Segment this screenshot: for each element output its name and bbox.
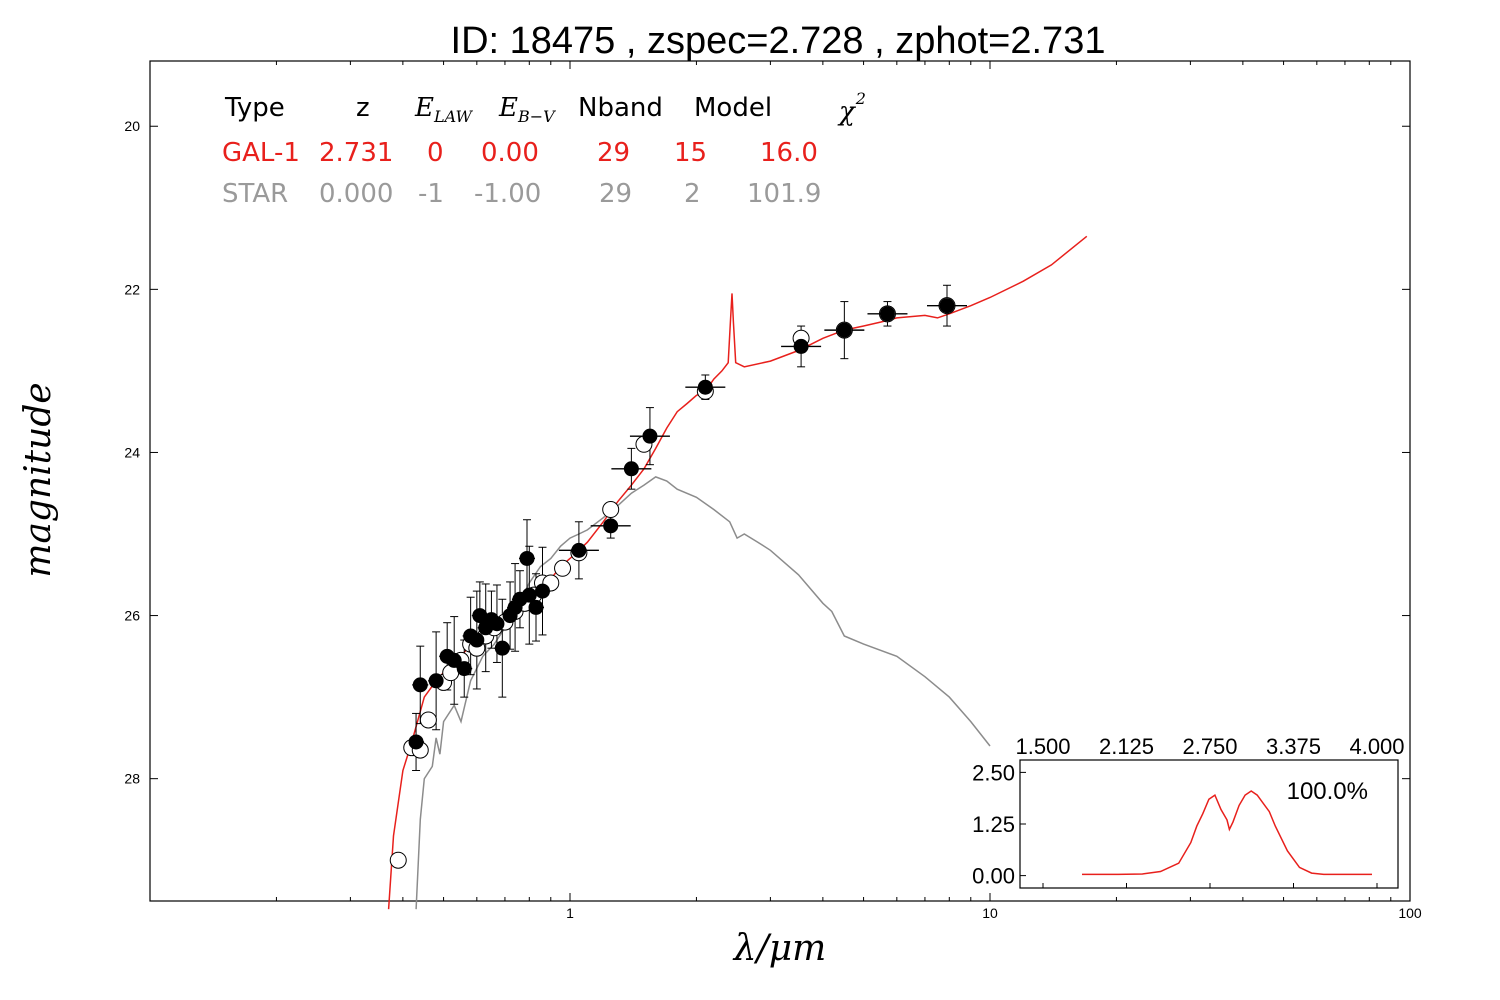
inset-y-tick-label: 0.00 bbox=[972, 864, 1015, 889]
star-chi2: 101.9 bbox=[747, 179, 821, 209]
y-axis-label: magnitude bbox=[18, 382, 59, 577]
gal-model-curve bbox=[387, 235, 1088, 910]
y-tick-label: 26 bbox=[124, 608, 140, 624]
header-model: Model bbox=[694, 93, 772, 123]
star-model: 2 bbox=[684, 179, 701, 209]
row-gal: GAL-1 2.731 0 0.00 29 15 16.0 bbox=[222, 138, 818, 168]
x-axis-label: λ/μm bbox=[732, 928, 826, 969]
observed-point bbox=[528, 599, 544, 615]
inset-y-tick-label: 1.25 bbox=[972, 812, 1015, 837]
model-point bbox=[389, 851, 407, 869]
gal-nband: 29 bbox=[597, 138, 630, 168]
gal-model: 15 bbox=[674, 138, 707, 168]
x-tick-labels: 1 10 100 bbox=[566, 905, 1422, 921]
pdz-curve bbox=[1082, 790, 1372, 876]
x-tick-label: 1 bbox=[566, 905, 574, 921]
x-tick-label: 100 bbox=[1398, 905, 1422, 921]
axis-ticks bbox=[150, 61, 1410, 901]
inset-x-tick-label: 3.375 bbox=[1266, 734, 1321, 759]
observed-point bbox=[623, 461, 639, 477]
inset-frame bbox=[1019, 759, 1399, 889]
x-tick-label: 10 bbox=[982, 905, 998, 921]
gal-elaw: 0 bbox=[427, 138, 444, 168]
inset-x-tick-label: 2.750 bbox=[1182, 734, 1237, 759]
header-z: z bbox=[356, 93, 370, 123]
inset-y-tick-labels: 2.50 1.25 0.00 bbox=[972, 760, 1015, 888]
plot-frame bbox=[149, 60, 1411, 902]
y-tick-label: 24 bbox=[124, 444, 140, 460]
observed-point bbox=[494, 640, 510, 656]
observed-point bbox=[521, 587, 537, 603]
star-z: 0.000 bbox=[319, 179, 393, 209]
star-type: STAR bbox=[222, 179, 288, 209]
observed-point bbox=[408, 734, 424, 750]
observed-magnitudes bbox=[408, 298, 955, 750]
inset-y-tick-label: 2.50 bbox=[972, 760, 1015, 785]
observed-point bbox=[534, 583, 550, 599]
gal-chi2: 16.0 bbox=[760, 138, 818, 168]
observed-point bbox=[412, 677, 428, 693]
observed-point bbox=[489, 616, 505, 632]
observed-point bbox=[836, 322, 852, 338]
observed-point bbox=[519, 550, 535, 566]
model-point bbox=[554, 559, 572, 577]
star-ebv: -1.00 bbox=[474, 179, 541, 209]
header-ebv: EB−V bbox=[498, 93, 556, 126]
y-tick-labels: 20 22 24 26 28 bbox=[124, 118, 140, 786]
star-elaw: -1 bbox=[418, 179, 444, 209]
header-nband: Nband bbox=[578, 93, 663, 123]
error-bars bbox=[408, 284, 968, 772]
y-tick-label: 22 bbox=[124, 281, 140, 297]
observed-point bbox=[697, 379, 713, 395]
observed-point bbox=[939, 298, 955, 314]
y-tick-label: 20 bbox=[124, 118, 140, 134]
observed-point bbox=[428, 673, 444, 689]
gal-ebv: 0.00 bbox=[481, 138, 539, 168]
observed-point bbox=[642, 428, 658, 444]
observed-point bbox=[793, 338, 809, 354]
observed-point bbox=[879, 306, 895, 322]
star-nband: 29 bbox=[599, 179, 632, 209]
pdz-inset: 1.500 2.125 2.750 3.375 4.000 2.50 1.25 0.00 1… bbox=[972, 734, 1404, 889]
model-curves bbox=[387, 235, 1088, 910]
inset-percentage: 100.0% bbox=[1287, 778, 1368, 805]
header-elaw: ELAW bbox=[414, 93, 474, 126]
observed-point bbox=[446, 652, 462, 668]
header-chi2: χ2 bbox=[837, 89, 866, 127]
inset-x-tick-label: 2.125 bbox=[1099, 734, 1154, 759]
header-type: Type bbox=[224, 93, 285, 123]
observed-point bbox=[603, 518, 619, 534]
row-star: STAR 0.000 -1 -1.00 29 2 101.9 bbox=[222, 179, 821, 209]
observed-point bbox=[469, 632, 485, 648]
chart-title: ID: 18475 , zspec=2.728 , zphot=2.731 bbox=[451, 20, 1106, 62]
fit-table: Type z ELAW EB−V Nband Model χ2 GAL-1 2.… bbox=[222, 89, 866, 209]
inset-ticks bbox=[1020, 771, 1378, 888]
y-tick-label: 28 bbox=[124, 771, 140, 787]
model-magnitudes bbox=[389, 297, 956, 869]
gal-type: GAL-1 bbox=[222, 138, 300, 168]
inset-x-tick-label: 1.500 bbox=[1015, 734, 1070, 759]
model-point bbox=[419, 711, 437, 729]
observed-point bbox=[571, 542, 587, 558]
gal-z: 2.731 bbox=[319, 138, 393, 168]
model-point bbox=[602, 501, 620, 519]
inset-x-tick-label: 4.000 bbox=[1349, 734, 1404, 759]
inset-x-tick-labels: 1.500 2.125 2.750 3.375 4.000 bbox=[1015, 734, 1404, 759]
observed-point bbox=[456, 661, 472, 677]
